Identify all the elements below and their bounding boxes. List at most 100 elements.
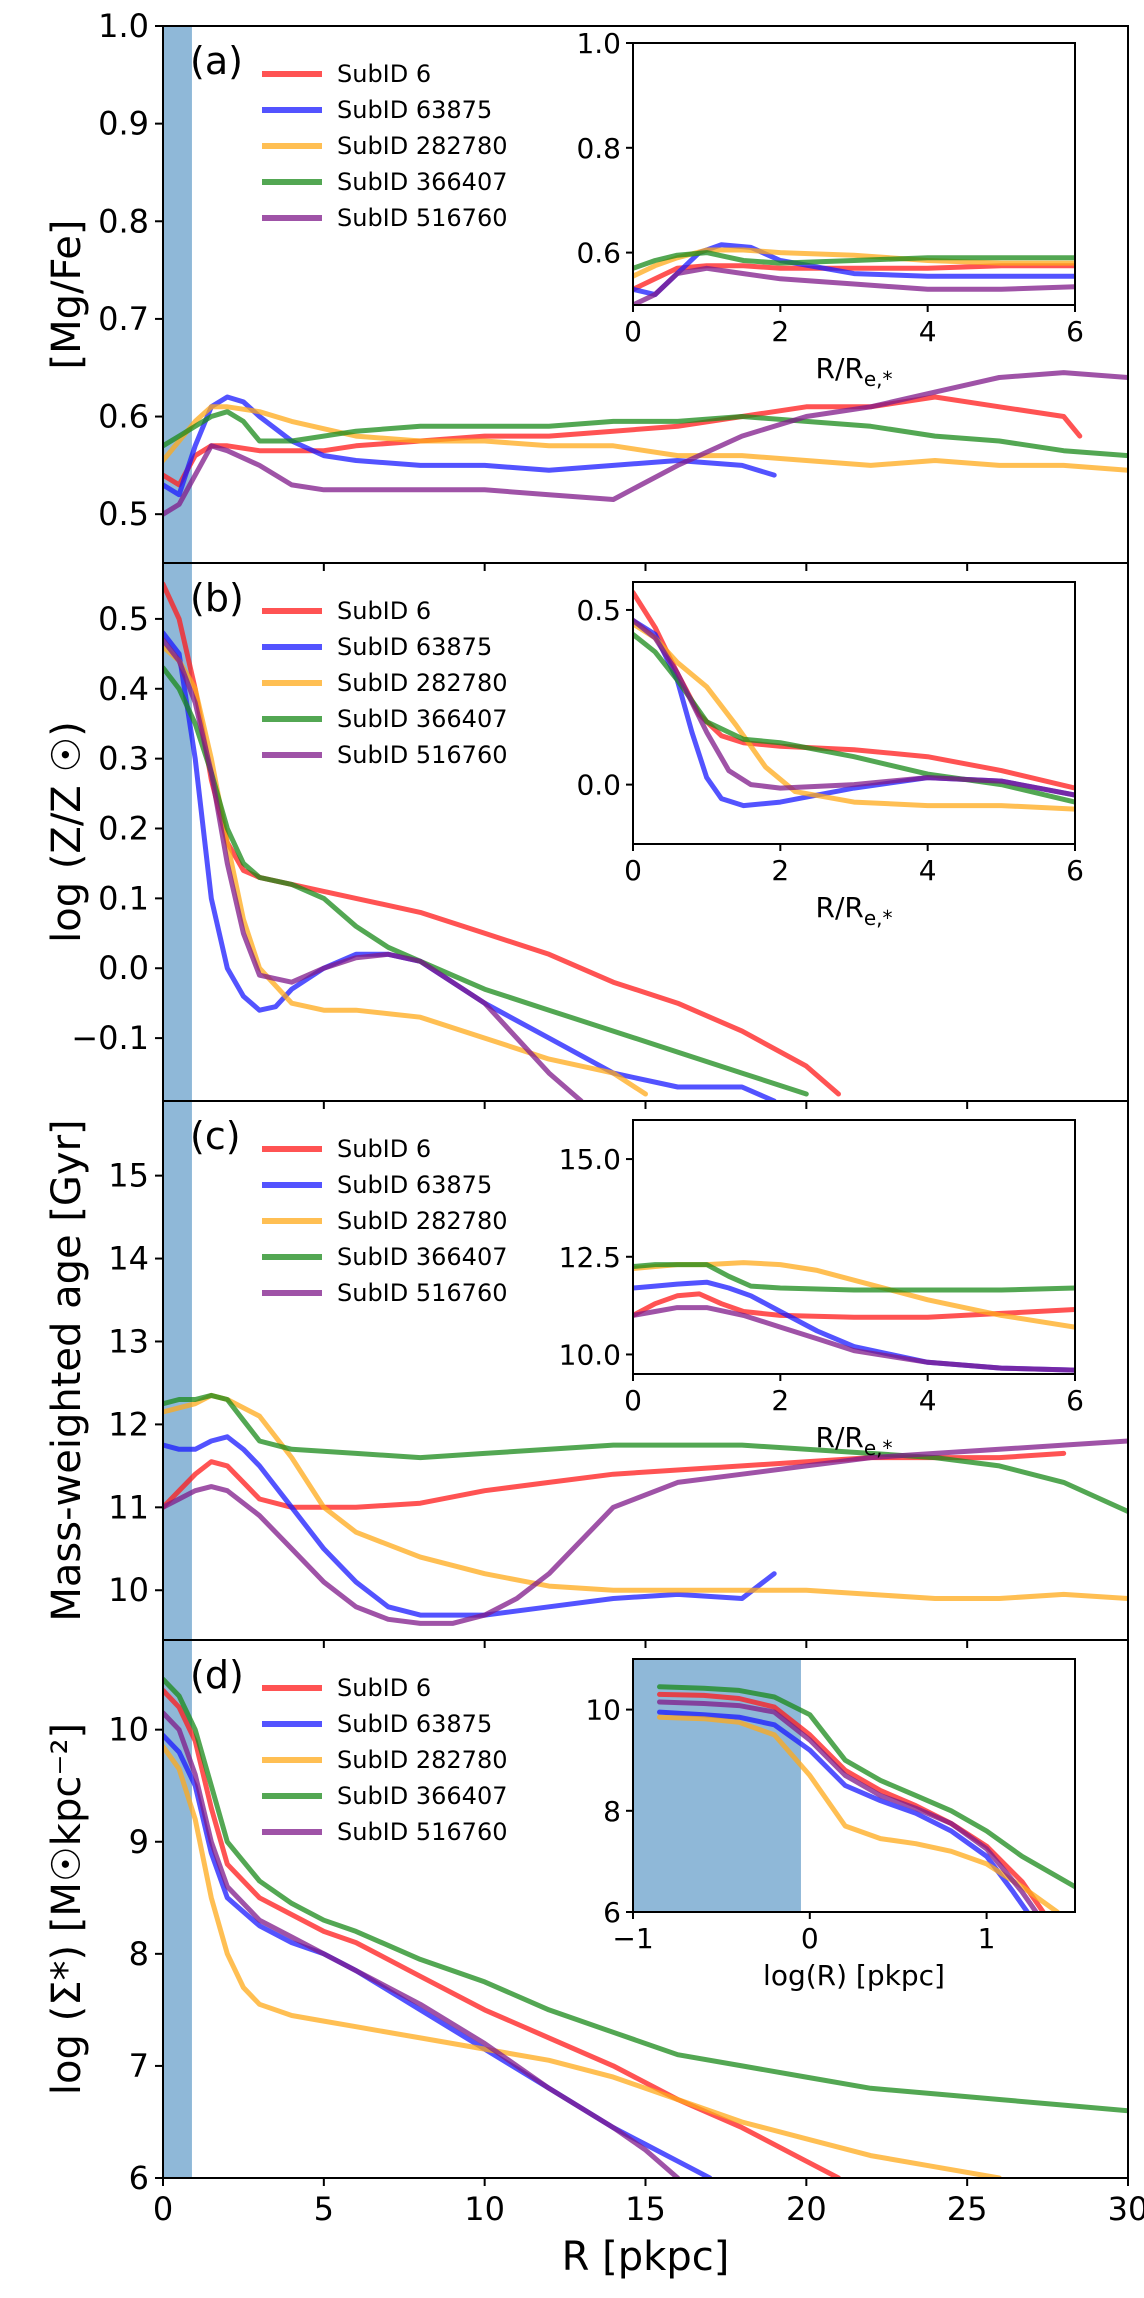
inset: 0.0 0.5 0 2 4 6 R/Re,* [576,581,1084,930]
panel-label: (b) [190,576,244,620]
y-tick-label: 0.8 [98,202,149,240]
legend-label: SubID 282780 [337,669,507,697]
series-group [163,581,841,1101]
panel-label: (c) [190,1114,241,1158]
shaded-region [163,1101,192,1640]
legend-label: SubID 63875 [337,1710,492,1738]
panel-a: 0.50.60.70.80.91.0[Mg/Fe](a) SubID 6SubID… [44,7,1129,571]
inset-frame [632,1658,1076,1913]
legend-label: SubID 282780 [337,132,507,160]
inset-frame [632,581,1076,845]
y-tick-label: 0.5 [98,600,149,638]
y-axis-label: log (Z/Z ☉) [44,721,90,943]
inset: 0.6 0.8 1.0 0 2 4 6 R/Re,* [576,27,1083,391]
y-tick-label: 15 [108,1157,149,1195]
legend-label: SubID 63875 [337,1171,492,1199]
inset-y-tick-label: 10.0 [559,1338,621,1371]
series-group [163,1676,1128,2178]
inset-y-tick-label: 0.0 [576,769,621,802]
series-group [163,1392,1128,1626]
inset-series-group [633,242,1075,305]
y-tick-label: 11 [108,1488,149,1526]
inset-series-line-subid-63875 [657,1709,1030,1912]
inset-x-tick-label: 0 [624,315,642,348]
inset-background [633,1120,1075,1374]
inset-x-tick-label: 2 [771,1384,789,1417]
legend-label: SubID 63875 [337,633,492,661]
inset-series-line-subid-366407 [633,1262,1075,1293]
y-tick-label: −0.1 [71,1019,149,1057]
legend-label: SubID 6 [337,1674,431,1702]
legend: SubID 6 SubID 63875 SubID 282780 SubID 3664… [262,1674,507,1846]
y-tick-label: 0.5 [98,495,149,533]
y-tick-label: 0.3 [98,740,149,778]
inset-x-tick-label: 4 [919,1384,937,1417]
y-tick-label: 0.2 [98,810,149,848]
y-tick-label: 6 [129,2159,149,2197]
x-tick-label: 20 [786,2190,827,2228]
inset-x-tick-label: 2 [771,315,789,348]
x-tick-label: 30 [1108,2190,1144,2228]
inset-series-line-subid-366407 [657,1684,1075,1890]
y-tick-label: 0.7 [98,300,149,338]
y-tick-label: 13 [108,1322,149,1360]
y-tick-label: 12 [108,1405,149,1443]
inset-x-tick-label: 6 [1066,854,1084,887]
legend-label: SubID 6 [337,1135,431,1163]
inset-x-axis-label: R/Re,* [815,891,892,930]
inset-y-tick-label: 15.0 [559,1143,621,1176]
legend: SubID 6 SubID 63875 SubID 282780 SubID 3664… [262,60,507,232]
inset-y-tick-label: 12.5 [559,1241,621,1274]
x-tick-label: 0 [153,2190,173,2228]
inset-y-tick-label: 0.5 [576,594,621,627]
inset-series-line-subid-282780 [657,1714,1060,1912]
inset-x-tick-label: 0 [624,854,642,887]
inset-series-line-subid-516760 [633,617,1075,798]
y-axis-label: [Mg/Fe] [44,219,90,369]
inset-x-tick-label: 6 [1066,1384,1084,1417]
inset-y-tick-label: 10 [585,1694,621,1727]
legend-label: SubID 366407 [337,1782,507,1810]
y-tick-label: 7 [129,2047,149,2085]
inset-y-tick-label: 8 [603,1795,621,1828]
x-tick-label: 10 [464,2190,505,2228]
legend: SubID 6 SubID 63875 SubID 282780 SubID 3664… [262,597,507,769]
inset-series-group [633,590,1075,812]
inset-series-group [657,1684,1075,1912]
legend-label: SubID 63875 [337,96,492,124]
inset-x-tick-label: 2 [771,854,789,887]
series-line-subid-6 [163,1450,1067,1510]
inset-x-tick-label: 0 [801,1922,819,1955]
y-tick-label: 14 [108,1240,149,1278]
panel-label: (d) [190,1653,244,1697]
y-tick-label: 0.9 [98,105,149,143]
y-tick-label: 0.6 [98,398,149,436]
y-tick-label: 0.1 [98,879,149,917]
inset-x-tick-label: −1 [612,1922,653,1955]
series-line-subid-282780 [163,404,1128,473]
series-line-subid-366407 [163,1676,1128,2114]
legend-label: SubID 516760 [337,1818,507,1846]
y-axis-label: Mass-weighted age [Gyr] [44,1119,90,1621]
inset-series-line-subid-282780 [633,247,1075,279]
x-axis-label: R [pkpc] [562,2234,730,2280]
legend: SubID 6 SubID 63875 SubID 282780 SubID 3664… [262,1135,507,1307]
panel-label: (a) [190,39,243,83]
inset-series-line-subid-6 [633,263,1075,292]
legend-label: SubID 516760 [337,1279,507,1307]
legend-label: SubID 516760 [337,741,507,769]
y-tick-label: 10 [108,1711,149,1749]
series-line-subid-63875 [163,1434,777,1618]
inset-x-axis-label: log(R) [pkpc] [763,1959,945,1992]
inset-x-axis-label: R/Re,* [815,1421,892,1460]
inset-series-line-subid-6 [633,1291,1075,1320]
y-axis-label: log (Σ*) [M☉kpc⁻²] [44,1723,90,2095]
y-tick-label: 0.0 [98,949,149,987]
inset-frame [632,42,1076,306]
y-tick-label: 9 [129,1823,149,1861]
inset-frame [632,1119,1076,1375]
panel-b: −0.1 0.0 0.1 0.2 0.3 0.4 0.5 log (Z/Z ☉) (b) SubI… [44,562,1129,1109]
y-tick-label: 10 [108,1571,149,1609]
series-line-subid-516760 [163,1438,1128,1626]
